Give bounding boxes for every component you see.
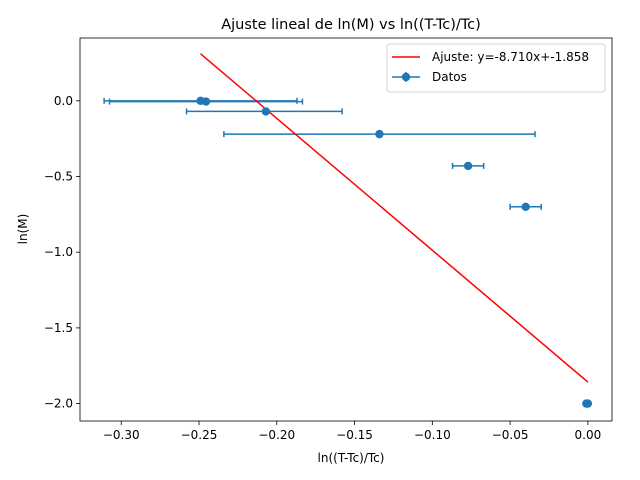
data-point-3: [375, 129, 384, 139]
y-tick-label: −1.5: [44, 321, 73, 335]
x-tick-label: −0.25: [181, 428, 218, 442]
data-point-8: [583, 399, 593, 408]
y-tick-label: −1.0: [44, 245, 73, 259]
plot-frame: [79, 37, 613, 422]
x-tick-label: −0.05: [492, 428, 529, 442]
legend-data-label: Datos: [432, 70, 467, 84]
x-tick-label: −0.10: [414, 428, 451, 442]
legend: Ajuste: y=-8.710x+-1.858 Datos: [386, 43, 606, 93]
x-tick-label: −0.15: [336, 428, 373, 442]
y-tick-label: −0.5: [44, 170, 73, 184]
legend-box: [386, 43, 606, 93]
x-tick-label: 0.00: [575, 428, 602, 442]
y-tick-label: −2.0: [44, 397, 73, 411]
fit-line: [200, 53, 589, 383]
data-point-4: [463, 161, 473, 171]
y-axis: 0.0 −0.5 −1.0 −1.5 −2.0: [44, 94, 80, 411]
chart-title: Ajuste lineal de ln(M) vs ln((T-Tc)/Tc): [221, 17, 481, 33]
data-point-5: [521, 202, 530, 211]
x-tick-label: −0.30: [103, 428, 140, 442]
y-tick-label: 0.0: [54, 94, 73, 108]
data-point-2: [261, 107, 271, 116]
x-axis: −0.30 −0.25 −0.20 −0.15 −0.10 −0.05 0.00: [103, 421, 601, 442]
legend-data-marker: [401, 72, 411, 82]
x-tick-label: −0.20: [258, 428, 295, 442]
legend-fit-label: Ajuste: y=-8.710x+-1.858: [432, 50, 589, 64]
x-axis-label: ln((T-Tc)/Tc): [318, 451, 385, 465]
data-point-1: [201, 97, 211, 106]
y-axis-label: ln(M): [16, 214, 30, 245]
plot-area: [103, 53, 593, 408]
